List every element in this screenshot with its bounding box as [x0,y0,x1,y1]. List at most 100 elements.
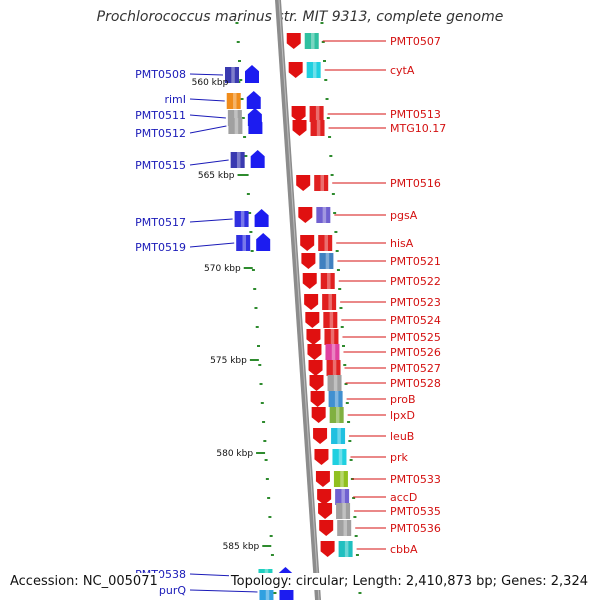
gene-arrow [301,253,316,269]
tick-dot [246,193,250,195]
gene-label: cytA [390,64,415,77]
major-tick [262,545,272,547]
tick-dot [253,288,257,290]
tick-dot [258,364,262,366]
gene-box [314,175,329,191]
kbp-label: 570 kbp [204,264,241,274]
tick-dot [249,231,253,233]
gene-arrow [286,33,301,49]
tick-dot [339,307,343,309]
tick-dot [349,459,353,461]
tick-dot [323,60,326,62]
gene-layer [225,33,353,600]
gene-arrow [296,175,311,191]
gene-label: PMT0521 [390,255,441,268]
gene-arrow [302,273,317,289]
tick-dot [352,497,356,499]
gene-arrow [246,91,261,109]
gene-label: PMT0516 [390,177,441,190]
tick-dot [268,516,272,518]
gene-arrow [318,503,333,519]
gene-box [234,211,249,227]
tick-dot [239,79,243,81]
tick-dot [344,383,348,385]
gene-arrow [307,344,322,360]
tick-dot [321,41,325,43]
tick-dot [355,554,359,556]
tick-dot [348,440,352,442]
gene-label: purQ [159,584,186,597]
gene-label: PMT0526 [390,346,441,359]
kbp-label: 585 kbp [223,542,260,552]
tick-dot [326,117,330,119]
gene-arrow [298,207,313,223]
tick-dot [257,345,260,347]
gene-label: PMT0523 [390,296,441,309]
gene-label: PMT0535 [390,505,441,518]
tick-dot [262,421,266,423]
gene-label: PMT0522 [390,275,441,288]
gene-box [322,294,337,310]
tick-dot [238,60,241,62]
tick-dot [335,250,339,252]
map-title: Prochlorococcus marinus str. MIT 9313, c… [96,9,504,25]
gene-arrow [311,407,326,423]
backbone-layer [275,0,321,600]
gene-label: PMT0533 [390,473,441,486]
tick-dot [248,212,252,214]
tick-dot [342,345,345,347]
gene-box [304,33,319,49]
tick-dot [320,22,324,24]
gene-box [319,253,334,269]
gene-label: PMT0519 [135,241,186,254]
tick-dot [336,269,340,271]
kbp-label: 560 kbp [192,78,229,88]
tick-dot [345,402,349,404]
gene-box [336,503,351,519]
gene-arrow [308,360,323,376]
tick-dot [328,136,332,138]
accession-text: Accession: NC_005071 [8,573,160,590]
gene-arrow [317,489,332,505]
gene-label: prk [390,451,409,464]
tick-dot [259,383,263,385]
gene-box [318,235,333,251]
gene-arrow [319,520,334,536]
tick-dot [270,554,274,556]
gene-arrow [245,65,259,83]
tick-dot [236,41,240,43]
gene-label: PMT0513 [390,108,441,121]
tick-dot [340,326,344,328]
gene-arrow [291,106,306,122]
gene-box [325,344,340,360]
tick-dot [343,364,347,366]
gene-label: rimI [164,93,186,106]
major-tick [256,452,266,454]
gene-label: accD [390,491,417,504]
tick-dot [329,155,333,157]
tick-layer [231,22,362,594]
gene-box [328,391,343,407]
tick-dot [331,193,335,195]
label-connector [189,589,258,593]
gene-label: proB [390,393,416,406]
gene-box [333,471,348,487]
gene-arrow [320,541,335,557]
gene-box [323,312,338,328]
gene-box [316,207,331,223]
gene-label: pgsA [390,209,418,222]
gene-label: PMT0508 [135,68,186,81]
gene-box [331,428,346,444]
gene-box [306,62,321,78]
gene-label: PMT0507 [390,35,441,48]
gene-box [327,375,342,391]
tick-dot [273,592,277,594]
major-tick [249,359,259,361]
tick-dot [250,250,254,252]
gene-arrow [305,312,320,328]
tick-dot [269,535,273,537]
gene-arrow [309,375,324,391]
gene-label: PMT0524 [390,314,441,327]
tick-dot [358,592,362,594]
label-connector [189,73,224,76]
